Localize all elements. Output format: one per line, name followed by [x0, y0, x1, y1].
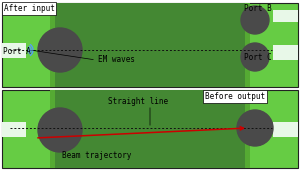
Bar: [273, 122, 298, 137]
Bar: [50, 90, 250, 168]
Circle shape: [38, 28, 82, 72]
Bar: [273, 45, 298, 60]
Bar: [2, 90, 298, 168]
Bar: [2, 3, 298, 87]
Text: After input: After input: [4, 4, 55, 13]
Bar: [55, 3, 245, 87]
Text: EM waves: EM waves: [98, 56, 135, 64]
Circle shape: [38, 108, 82, 152]
Bar: [2, 43, 26, 58]
Circle shape: [237, 110, 273, 146]
Circle shape: [241, 43, 269, 71]
Text: Port B: Port B: [244, 4, 272, 13]
Text: Port C: Port C: [244, 54, 272, 62]
Bar: [55, 90, 245, 168]
Text: Before output: Before output: [205, 92, 265, 101]
Text: Straight line: Straight line: [108, 97, 168, 106]
Bar: [273, 10, 298, 22]
Text: Beam trajectory: Beam trajectory: [62, 150, 131, 160]
Bar: [2, 122, 26, 137]
Bar: [50, 3, 250, 87]
Circle shape: [241, 6, 269, 34]
Text: Port A: Port A: [3, 48, 31, 56]
